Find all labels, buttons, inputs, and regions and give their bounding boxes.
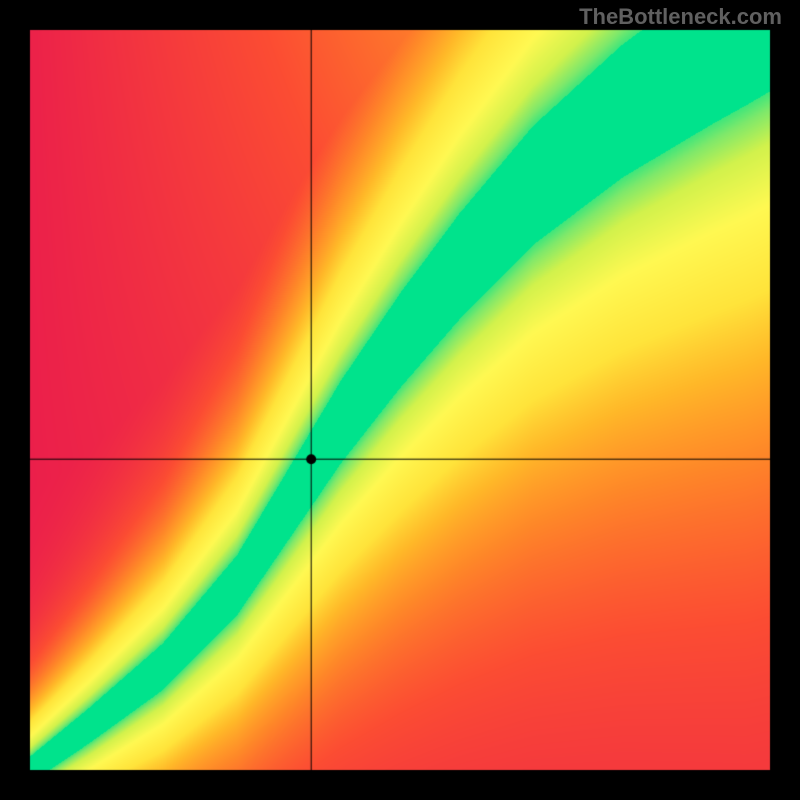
watermark-text: TheBottleneck.com: [579, 4, 782, 30]
chart-container: TheBottleneck.com: [0, 0, 800, 800]
heatmap-canvas: [0, 0, 800, 800]
